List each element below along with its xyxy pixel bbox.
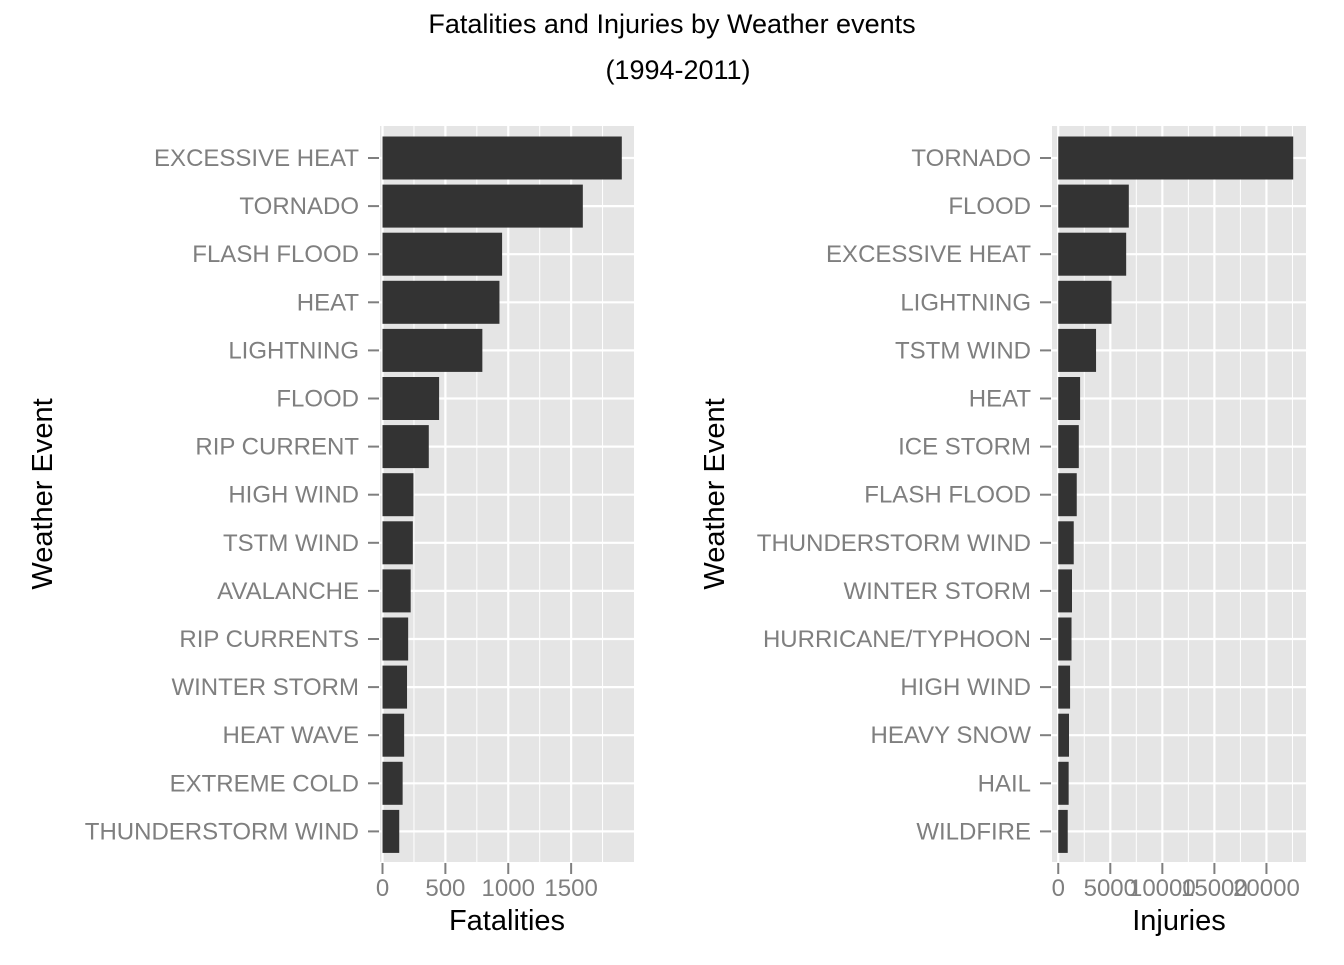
fatalities-panel: EXCESSIVE HEAT TORNADO FLASH FLOOD HEAT LIGH… <box>27 126 634 937</box>
chart-1-bar <box>1058 713 1070 757</box>
chart-1-y-axis-title: Weather Event <box>699 398 731 589</box>
chart-0-y-tick-label: TSTM WIND <box>223 530 359 557</box>
chart-0-x-tick-label: 500 <box>425 875 465 902</box>
chart-1-y-tick-label: ICE STORM <box>898 434 1031 461</box>
chart-0-x-tick-label: 1000 <box>482 875 535 902</box>
chart-1-bar <box>1058 809 1068 853</box>
chart-1-x-tick-label: 5000 <box>1084 875 1137 902</box>
chart-0-y-tick-label: TORNADO <box>239 193 359 220</box>
chart-1-y-tick-label: EXCESSIVE HEAT <box>826 241 1031 268</box>
chart-0-y-tick-label: RIP CURRENT <box>195 434 359 461</box>
chart-0-bar <box>382 377 440 420</box>
chart-0-y-tick-label: LIGHTNING <box>228 337 359 364</box>
chart-0-bar <box>382 521 413 565</box>
chart-0-y-tick-label: FLOOD <box>276 386 359 413</box>
chart-1-y-tick-label: FLOOD <box>948 193 1031 220</box>
chart-0-y-tick-label: HIGH WIND <box>228 482 359 509</box>
chart-0-bar <box>382 761 403 805</box>
chart-0-bar <box>382 280 500 324</box>
chart-title-line2: (1994-2011) <box>605 55 750 85</box>
chart-0-x-axis-title: Fatalities <box>449 905 565 937</box>
chart-0-bar <box>382 569 411 613</box>
chart-0-bar <box>382 232 503 276</box>
chart-1-bar <box>1058 473 1077 517</box>
chart-1-bar <box>1058 377 1081 420</box>
chart-1-x-axis-title: Injuries <box>1132 905 1226 937</box>
chart-1-y-tick-label: FLASH FLOOD <box>864 482 1031 509</box>
chart-1-bar <box>1058 761 1069 805</box>
chart-1-x-tick-label: 10000 <box>1129 875 1196 902</box>
chart-1-y-tick-label: THUNDERSTORM WIND <box>757 530 1031 557</box>
chart-1-y-tick-label: LIGHTNING <box>900 289 1031 316</box>
chart-0-bar <box>382 665 408 709</box>
chart-1-y-tick-label: WINTER STORM <box>843 578 1031 605</box>
chart-0-y-tick-label: WINTER STORM <box>171 674 359 701</box>
chart-1-bar <box>1058 328 1097 372</box>
chart-0-y-tick-label: AVALANCHE <box>217 578 359 605</box>
chart-1-y-tick-label: HEAVY SNOW <box>871 722 1032 749</box>
chart-1-bar <box>1058 665 1071 709</box>
chart-0-bar <box>382 425 429 469</box>
chart-1-y-tick-label: HAIL <box>978 770 1031 797</box>
chart-0-bar <box>382 136 622 180</box>
chart-0-y-tick-label: EXCESSIVE HEAT <box>154 145 359 172</box>
chart-1-x-tick-label: 0 <box>1052 875 1065 902</box>
chart-1-y-tick-label: WILDFIRE <box>916 818 1031 845</box>
chart-0-y-tick-label: EXTREME COLD <box>170 770 359 797</box>
chart-0-y-tick-label: RIP CURRENTS <box>179 626 359 653</box>
chart-0-y-axis-title: Weather Event <box>27 398 59 589</box>
chart-title-line1: Fatalities and Injuries by Weather event… <box>428 9 915 39</box>
chart-1-y-tick-label: HIGH WIND <box>900 674 1031 701</box>
chart-0-bar <box>382 328 483 372</box>
chart-1-y-tick-label: HURRICANE/TYPHOON <box>763 626 1031 653</box>
injuries-panel: TORNADO FLOOD EXCESSIVE HEAT LIGHTNING TSTM … <box>699 126 1306 937</box>
chart-1-bar <box>1058 425 1079 469</box>
chart-1-bar <box>1058 280 1112 324</box>
chart-0-bar <box>382 713 405 757</box>
chart-0-x-tick-label: 1500 <box>544 875 597 902</box>
chart-1-bar <box>1058 232 1127 276</box>
chart-1-y-tick-label: TORNADO <box>911 145 1031 172</box>
chart-1-x-tick-label: 20000 <box>1233 875 1300 902</box>
chart-1-y-tick-label: TSTM WIND <box>895 337 1031 364</box>
chart-1-bar <box>1058 184 1129 228</box>
chart-0-bar <box>382 184 583 228</box>
chart-1-bar <box>1058 136 1294 180</box>
chart-0-y-tick-label: THUNDERSTORM WIND <box>85 818 359 845</box>
chart-1-bar <box>1058 617 1072 661</box>
chart-0-x-tick-label: 0 <box>376 875 389 902</box>
chart-1-bar <box>1058 569 1072 613</box>
chart-1-y-tick-label: HEAT <box>969 386 1032 413</box>
chart-0-bar <box>382 473 414 517</box>
chart-0-y-tick-label: FLASH FLOOD <box>192 241 359 268</box>
chart-1-x-tick-label: 15000 <box>1181 875 1248 902</box>
chart-0-y-tick-label: HEAT WAVE <box>223 722 359 749</box>
chart-0-y-tick-label: HEAT <box>297 289 360 316</box>
chart-1-bar <box>1058 521 1074 565</box>
chart-0-bar <box>382 617 409 661</box>
chart-0-bar <box>382 809 400 853</box>
